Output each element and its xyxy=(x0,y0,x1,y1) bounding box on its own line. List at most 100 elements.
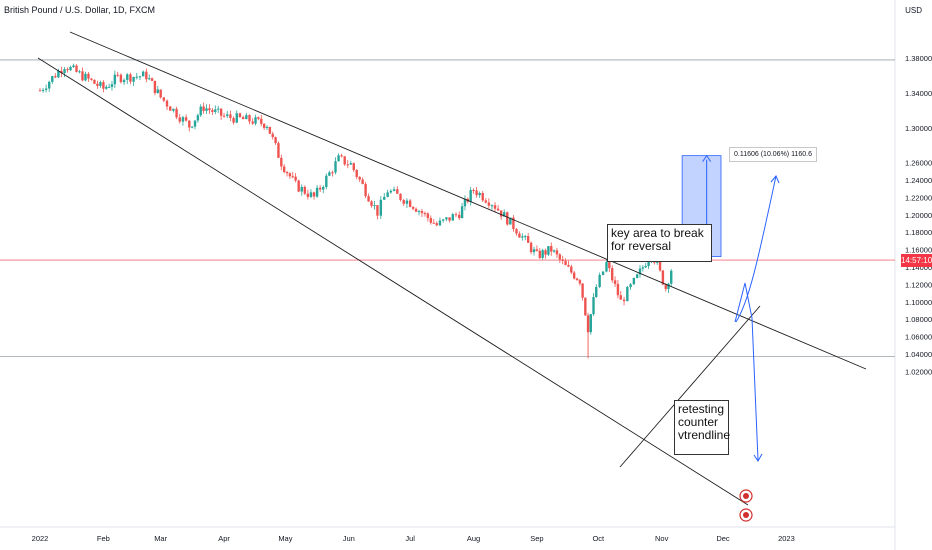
candle-body xyxy=(475,190,478,196)
candle-body xyxy=(175,108,178,118)
candle-body xyxy=(132,76,135,82)
x-tick-label: Sep xyxy=(530,534,543,543)
candle-body xyxy=(408,200,412,207)
candle-body xyxy=(435,223,438,226)
candle-body xyxy=(113,74,117,85)
candle-body xyxy=(454,214,458,216)
candle-body xyxy=(93,79,96,84)
candle-body xyxy=(441,219,445,221)
candle-body xyxy=(208,108,211,111)
candle-body xyxy=(297,180,300,192)
candle-body xyxy=(598,274,601,287)
candle-body xyxy=(463,198,467,207)
candle-body xyxy=(318,187,322,190)
candle-body xyxy=(285,172,289,174)
candle-body xyxy=(148,78,151,80)
candle-body xyxy=(635,274,639,278)
candle-body xyxy=(458,214,461,219)
candle-body xyxy=(581,283,584,298)
candle-body xyxy=(644,266,647,268)
candle-body xyxy=(340,155,343,157)
candle-body xyxy=(626,287,629,302)
candle-body xyxy=(60,70,63,74)
projection-down-arrowhead xyxy=(753,453,763,462)
x-tick-label: Jun xyxy=(343,534,355,543)
candle-body xyxy=(361,179,364,184)
upper-trendline xyxy=(69,31,867,370)
candle-body xyxy=(572,272,576,279)
candle-body xyxy=(129,74,132,82)
key-area-annotation[interactable]: key area to break for reversal xyxy=(607,224,712,262)
candle-body xyxy=(376,205,379,216)
retest-annotation[interactable]: retesting counter vtrendline xyxy=(674,400,730,455)
candle-body xyxy=(268,126,272,134)
candle-body xyxy=(241,117,245,120)
x-tick-label: Oct xyxy=(592,534,605,543)
candle-body xyxy=(541,250,544,258)
candle-body xyxy=(487,202,491,206)
candle-body xyxy=(78,71,81,73)
candle-body xyxy=(405,200,409,204)
candle-body xyxy=(214,109,217,112)
candle-body xyxy=(575,278,579,281)
candle-body xyxy=(641,267,645,269)
candle-body xyxy=(178,117,181,122)
measure-arrow-head xyxy=(702,154,712,162)
candle-body xyxy=(156,89,159,94)
candle-body xyxy=(478,192,481,196)
candle-body xyxy=(105,86,108,89)
candle-body xyxy=(567,265,570,267)
candle-body xyxy=(63,69,66,74)
candle-body xyxy=(411,206,415,209)
candle-body xyxy=(445,217,448,220)
x-tick-label: 2023 xyxy=(778,534,795,543)
candle-body xyxy=(512,217,515,230)
candle-body xyxy=(274,137,277,144)
candle-body xyxy=(632,277,636,285)
candle-body xyxy=(217,108,220,110)
candle-body xyxy=(535,249,539,251)
x-tick-label: Feb xyxy=(97,534,110,543)
candle-body xyxy=(399,193,402,201)
candle-body xyxy=(538,250,541,258)
y-tick-label: 1.14000 xyxy=(905,263,932,272)
x-tick-label: Aug xyxy=(467,534,480,543)
x-tick-label: 2022 xyxy=(32,534,49,543)
symbol-title[interactable]: British Pound / U.S. Dollar, 1D, FXCM xyxy=(4,5,156,15)
counter-trendline xyxy=(619,305,761,468)
candle-body xyxy=(306,193,310,197)
candle-body xyxy=(309,192,313,197)
candle-body xyxy=(99,82,102,86)
candle-body xyxy=(202,106,205,111)
candle-body xyxy=(75,65,78,72)
candle-body xyxy=(282,166,286,173)
candle-body xyxy=(110,84,114,87)
candle-body xyxy=(432,222,435,224)
candle-body xyxy=(96,83,99,86)
x-tick-label: Apr xyxy=(218,534,230,543)
candle-body xyxy=(595,286,598,298)
candle-body xyxy=(172,108,175,111)
candle-body xyxy=(138,76,142,78)
candle-body xyxy=(670,270,673,284)
candle-body xyxy=(638,268,642,275)
candle-body xyxy=(396,189,399,194)
projection-down-path xyxy=(734,282,759,461)
candle-body xyxy=(107,86,111,88)
candle-body xyxy=(616,283,620,296)
candle-body xyxy=(383,196,386,200)
candle-body xyxy=(532,249,536,253)
candle-body xyxy=(493,205,497,209)
candle-body xyxy=(141,71,145,77)
candle-body xyxy=(257,117,260,119)
candle-body xyxy=(294,176,297,181)
candle-body xyxy=(392,189,396,191)
candle-body xyxy=(647,260,650,267)
candle-body xyxy=(322,186,325,190)
candle-body xyxy=(291,176,294,178)
candle-body xyxy=(352,163,355,171)
candle-body xyxy=(211,110,214,112)
candle-body xyxy=(288,173,292,177)
candle-body xyxy=(135,76,138,78)
